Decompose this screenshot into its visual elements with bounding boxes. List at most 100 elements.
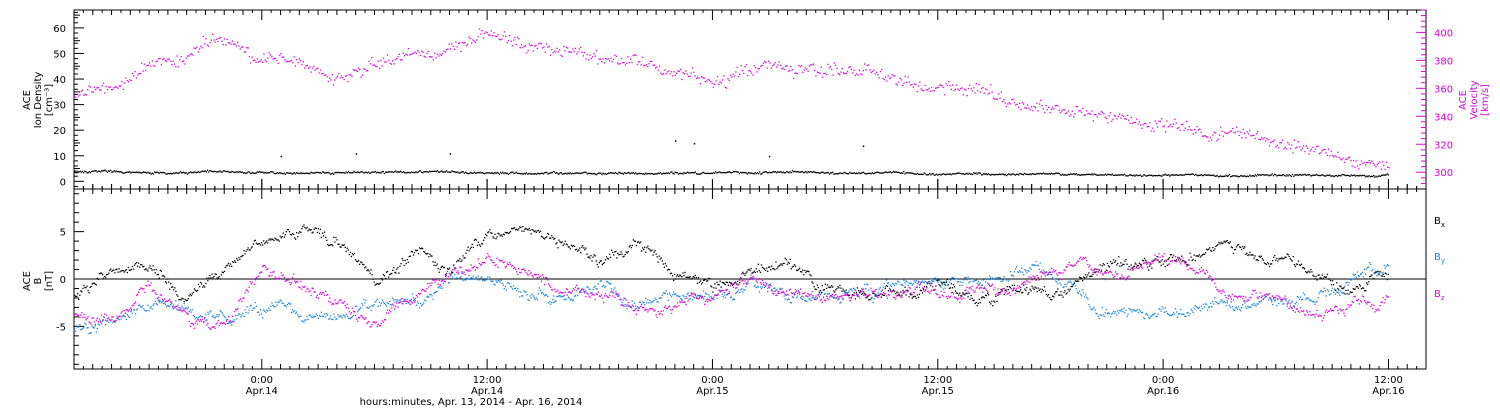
density-point xyxy=(1230,176,1232,178)
velocity-point xyxy=(256,58,258,60)
density-point xyxy=(150,173,152,175)
Bx-point xyxy=(531,228,533,231)
Bx-point xyxy=(403,264,405,267)
density-point xyxy=(191,172,193,174)
density-point xyxy=(406,172,408,174)
Bx-point xyxy=(217,277,219,279)
density-point xyxy=(238,171,240,173)
Bx-point xyxy=(1014,289,1017,292)
Bx-point xyxy=(1087,274,1089,276)
density-point xyxy=(973,172,975,174)
By-point xyxy=(192,315,195,317)
density-point xyxy=(1008,173,1010,175)
velocity-point xyxy=(557,51,559,53)
By-point xyxy=(166,305,169,307)
Bx-point xyxy=(807,270,809,272)
By-point xyxy=(186,308,188,310)
velocity-point xyxy=(590,57,592,60)
Bx-point xyxy=(614,251,616,253)
velocity-point xyxy=(158,58,160,60)
velocity-point xyxy=(145,69,147,72)
By-point xyxy=(226,318,229,321)
By-point xyxy=(242,312,244,315)
velocity-point xyxy=(1229,130,1231,132)
Bx-point xyxy=(1305,271,1307,273)
density-point xyxy=(146,172,148,174)
velocity-point xyxy=(883,78,885,81)
density-point xyxy=(208,171,210,173)
By-point xyxy=(534,298,536,300)
density-point xyxy=(413,171,415,173)
Bx-point xyxy=(833,290,835,292)
Bx-point xyxy=(1146,261,1148,263)
Bx-point xyxy=(250,247,252,249)
By-point xyxy=(375,300,377,302)
By-point xyxy=(735,292,737,294)
velocity-point xyxy=(1251,134,1253,137)
velocity-point xyxy=(920,88,922,90)
Bx-point xyxy=(312,231,314,233)
Bx-point xyxy=(267,242,269,244)
Bx-point xyxy=(944,284,946,286)
density-point xyxy=(717,172,719,174)
density-point xyxy=(1187,173,1189,175)
Bx-point xyxy=(221,271,223,273)
Bx-point xyxy=(866,297,868,299)
velocity-point xyxy=(1090,113,1092,115)
velocity-point xyxy=(866,64,868,67)
velocity-point xyxy=(952,84,954,86)
By-point xyxy=(392,297,394,299)
Bx-point xyxy=(1198,254,1200,256)
By-point xyxy=(783,295,785,297)
density-point xyxy=(114,171,116,173)
Bx-point xyxy=(1312,274,1314,276)
Bx-point xyxy=(1260,255,1262,257)
velocity-point xyxy=(321,73,323,75)
By-point xyxy=(377,305,379,307)
velocity-point xyxy=(343,78,345,81)
density-point xyxy=(1266,174,1268,176)
velocity-point xyxy=(1326,154,1328,157)
By-point xyxy=(737,290,739,293)
density-point xyxy=(480,172,482,174)
Bx-point xyxy=(837,286,839,288)
By-point xyxy=(139,304,141,306)
By-point xyxy=(459,277,461,279)
velocity-point xyxy=(745,64,747,66)
velocity-point xyxy=(560,54,562,56)
density-point xyxy=(390,171,392,173)
By-point xyxy=(623,297,625,299)
velocity-point xyxy=(1278,147,1280,149)
density-point xyxy=(123,172,125,174)
density-tick-label: 50 xyxy=(53,49,66,60)
velocity-point xyxy=(234,43,236,45)
density-point xyxy=(752,172,754,175)
density-point xyxy=(825,172,827,174)
Bx-point xyxy=(417,252,420,255)
density-point xyxy=(531,173,533,175)
By-point xyxy=(197,316,200,319)
density-point xyxy=(259,171,262,173)
Bx-point xyxy=(1213,249,1215,252)
velocity-point xyxy=(534,45,536,47)
velocity-point xyxy=(1168,125,1171,127)
Bx-point xyxy=(253,240,255,242)
velocity-point xyxy=(188,55,190,57)
By-point xyxy=(74,327,76,329)
density-point xyxy=(354,171,356,174)
Bx-point xyxy=(534,230,536,232)
By-point xyxy=(165,305,168,308)
velocity-point xyxy=(495,35,498,38)
density-point xyxy=(892,171,894,173)
density-point xyxy=(1031,173,1033,175)
density-point xyxy=(1163,174,1165,176)
Bx-point xyxy=(1182,260,1184,262)
velocity-point xyxy=(1116,118,1118,120)
Bx-point xyxy=(463,257,465,259)
density-point xyxy=(288,172,290,174)
By-point xyxy=(543,295,546,297)
Bx-point xyxy=(369,272,371,274)
By-point xyxy=(371,304,373,307)
density-point xyxy=(380,172,382,174)
